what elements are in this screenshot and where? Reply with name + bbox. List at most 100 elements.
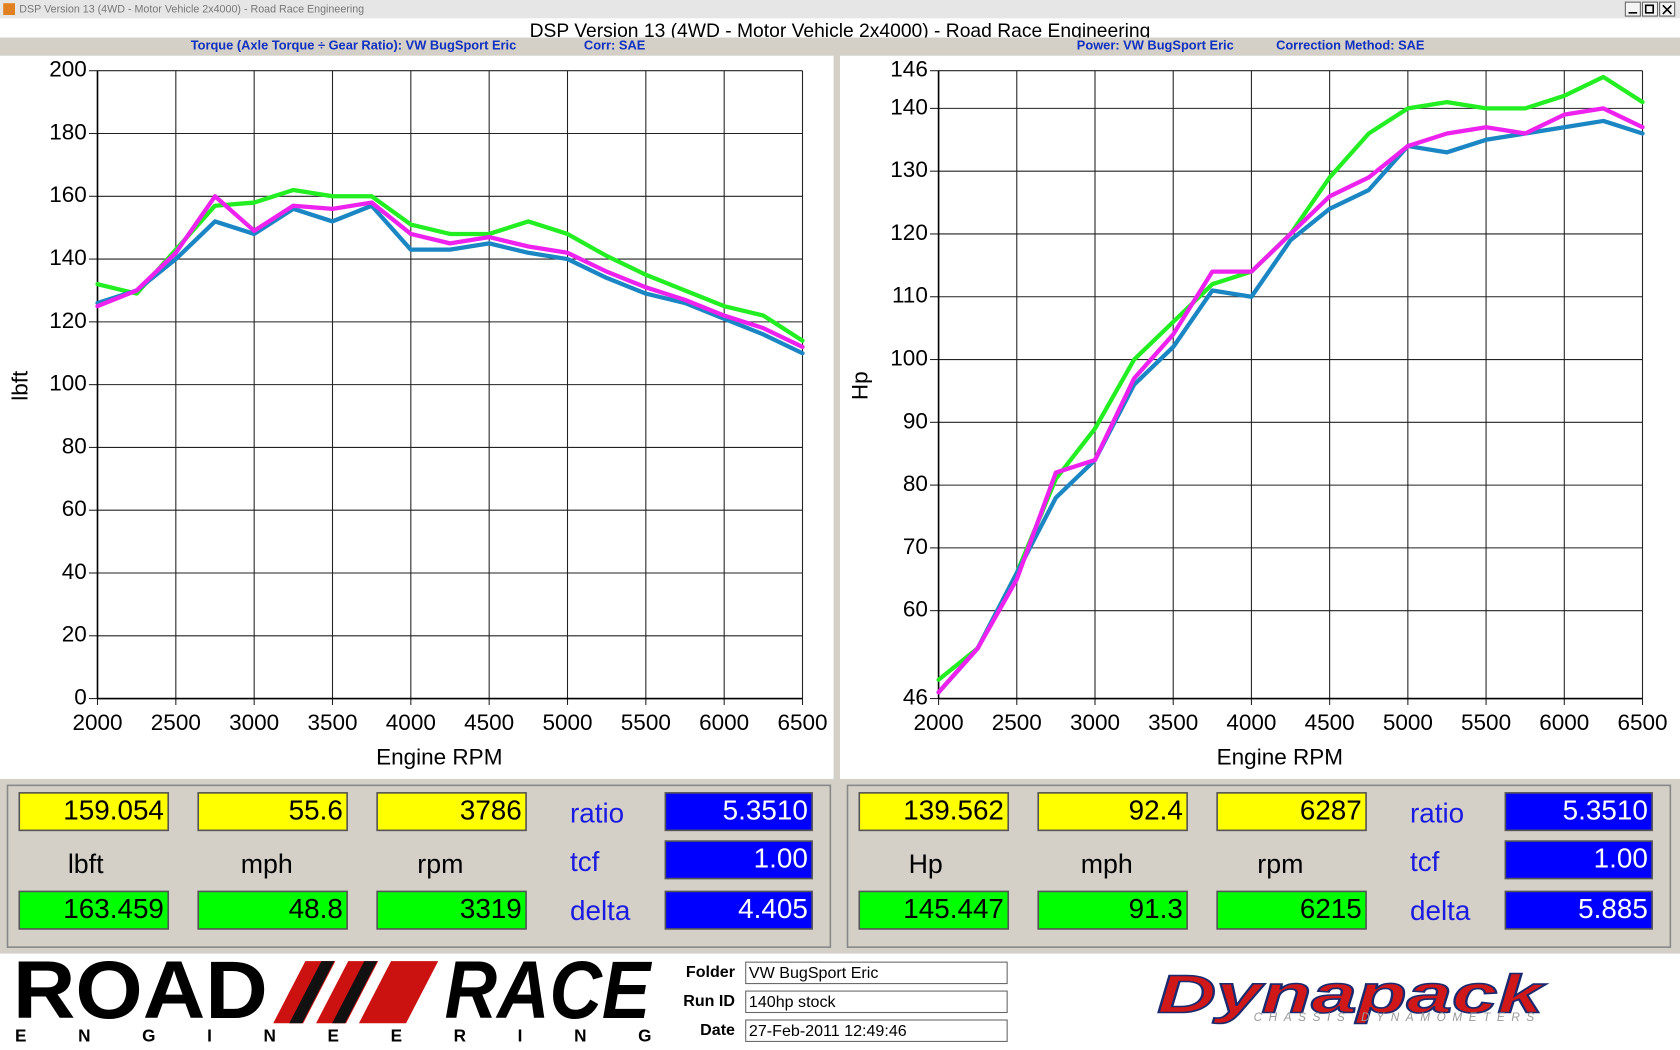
y-tick-label: 200 <box>49 57 87 82</box>
logo-word: ROAD <box>13 945 268 1036</box>
peak-box <box>197 890 348 930</box>
cursor-box-text: 92.4 <box>1129 795 1183 826</box>
setting-box <box>1504 792 1653 832</box>
x-tick-label: 3500 <box>1148 710 1198 735</box>
peak-box <box>858 890 1010 930</box>
header-title: DSP Version 13 (4WD - Motor Vehicle 2x40… <box>530 21 1151 42</box>
x-tick-label: 6500 <box>777 710 827 735</box>
setting-box-text: 4.405 <box>738 893 808 924</box>
field-box <box>745 1019 1008 1042</box>
field-label: Run ID <box>683 992 735 1010</box>
field-value: 27-Feb-2011 12:49:46 <box>749 1022 907 1040</box>
unit-label: rpm <box>1257 849 1303 879</box>
setting-box-text: 5.3510 <box>1563 795 1648 826</box>
logo-stripes <box>289 961 378 1024</box>
field-label: Folder <box>686 963 735 981</box>
minimize-button[interactable] <box>1624 1 1641 17</box>
readout-panel <box>846 784 1672 948</box>
cursor-box-text: 159.054 <box>63 795 164 826</box>
setting-label: tcf <box>1410 846 1440 877</box>
setting-box <box>1504 890 1653 930</box>
cursor-box <box>1216 792 1367 832</box>
cursor-box <box>1037 792 1188 832</box>
x-tick-label: 4500 <box>1305 710 1355 735</box>
cursor-box-text: 3786 <box>460 795 522 826</box>
cursor-box <box>858 792 1010 832</box>
x-tick-label: 5500 <box>1461 710 1511 735</box>
peak-box <box>376 890 527 930</box>
x-tick-label: 2500 <box>992 710 1042 735</box>
y-tick-label: 120 <box>890 220 928 245</box>
y-tick-label: 40 <box>62 559 87 584</box>
readout-panel <box>6 784 832 948</box>
cursor-box <box>18 792 170 832</box>
chart-panel <box>840 55 1680 779</box>
x-tick-label: 5500 <box>621 710 671 735</box>
correction-label: Corr: SAE <box>584 37 646 52</box>
y-tick-label: 100 <box>890 345 928 370</box>
setting-box-text: 1.00 <box>1594 843 1648 874</box>
x-tick-label: 6000 <box>699 710 749 735</box>
logo-word: RACE <box>445 945 653 1036</box>
window-title: DSP Version 13 (4WD - Motor Vehicle 2x40… <box>19 3 364 15</box>
unit-label: lbft <box>68 849 104 879</box>
button-glyphs <box>1628 4 1672 15</box>
setting-box-text: 1.00 <box>754 843 808 874</box>
field-label: Date <box>700 1021 735 1039</box>
setting-box <box>664 840 813 880</box>
peak-box-text: 3319 <box>460 893 522 924</box>
x-tick-label: 2000 <box>72 710 122 735</box>
y-tick-label: 80 <box>903 471 928 496</box>
correction-label: Correction Method: SAE <box>1276 37 1425 52</box>
y-tick-label: 140 <box>49 245 87 270</box>
y-axis-label: lbft <box>7 370 32 401</box>
cursor-box-text: 55.6 <box>289 795 343 826</box>
y-tick-label: 140 <box>890 94 928 119</box>
x-axis-label: Engine RPM <box>1217 745 1343 770</box>
x-tick-label: 2500 <box>151 710 201 735</box>
y-tick-label: 130 <box>890 157 928 182</box>
peak-box-text: 163.459 <box>63 893 164 924</box>
x-tick-label: 4500 <box>464 710 514 735</box>
setting-label: delta <box>1410 895 1471 926</box>
y-tick-label: 90 <box>903 408 928 433</box>
x-tick-label: 5000 <box>542 710 592 735</box>
chart-subtitle: Torque (Axle Torque ÷ Gear Ratio): VW Bu… <box>191 37 517 52</box>
y-tick-label: 146 <box>890 57 928 82</box>
series-line <box>936 106 1645 695</box>
subtitle-bar <box>0 37 1680 56</box>
y-tick-label: 180 <box>49 119 87 144</box>
brand-logo: Dynapack <box>1157 966 1548 1025</box>
y-tick-label: 70 <box>903 534 928 559</box>
y-tick-label: 160 <box>49 182 87 207</box>
y-axis-label: Hp <box>847 371 872 400</box>
y-tick-label: 20 <box>62 622 87 647</box>
window-buttons[interactable] <box>1624 1 1676 17</box>
series-line <box>95 194 805 350</box>
field-box <box>745 961 1008 985</box>
peak-box <box>1216 890 1367 930</box>
y-tick-label: 0 <box>74 685 87 710</box>
app-icon <box>3 3 15 15</box>
peak-box-text: 48.8 <box>289 893 343 924</box>
maximize-button[interactable] <box>1641 1 1659 17</box>
y-tick-label: 100 <box>49 371 87 396</box>
field-value: 140hp stock <box>749 993 837 1011</box>
x-axis-label: Engine RPM <box>376 745 502 770</box>
cursor-box-text: 6287 <box>1300 795 1362 826</box>
peak-box-text: 145.447 <box>903 893 1004 924</box>
x-tick-label: 6500 <box>1617 710 1667 735</box>
setting-box <box>664 792 813 832</box>
unit-label: mph <box>1081 849 1133 879</box>
setting-box-text: 5.885 <box>1578 893 1648 924</box>
x-tick-label: 4000 <box>1226 710 1276 735</box>
cursor-box <box>376 792 527 832</box>
peak-box <box>1037 890 1188 930</box>
y-tick-label: 110 <box>892 283 928 308</box>
setting-box <box>664 890 813 930</box>
setting-box <box>1504 840 1653 880</box>
unit-label: Hp <box>909 849 943 879</box>
peak-box-text: 91.3 <box>1129 893 1183 924</box>
